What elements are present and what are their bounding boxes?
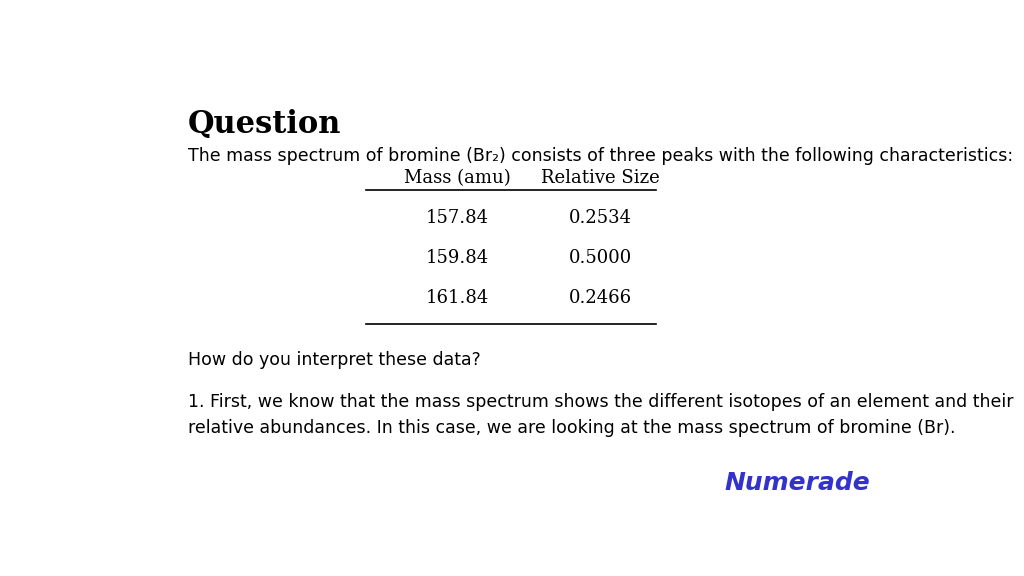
Text: 1. First, we know that the mass spectrum shows the different isotopes of an elem: 1. First, we know that the mass spectrum… [187, 393, 1013, 437]
Text: 0.2534: 0.2534 [568, 209, 632, 227]
Text: 0.2466: 0.2466 [568, 289, 632, 306]
Text: Mass (amu): Mass (amu) [404, 169, 511, 187]
Text: 0.5000: 0.5000 [568, 249, 632, 267]
Text: Question: Question [187, 109, 341, 140]
Text: The mass spectrum of bromine (Br₂) consists of three peaks with the following ch: The mass spectrum of bromine (Br₂) consi… [187, 147, 1013, 165]
Text: How do you interpret these data?: How do you interpret these data? [187, 351, 480, 369]
Text: 157.84: 157.84 [426, 209, 488, 227]
Text: 159.84: 159.84 [426, 249, 488, 267]
Text: Relative Size: Relative Size [541, 169, 659, 187]
Text: 161.84: 161.84 [426, 289, 489, 306]
Text: Numerade: Numerade [724, 471, 870, 495]
